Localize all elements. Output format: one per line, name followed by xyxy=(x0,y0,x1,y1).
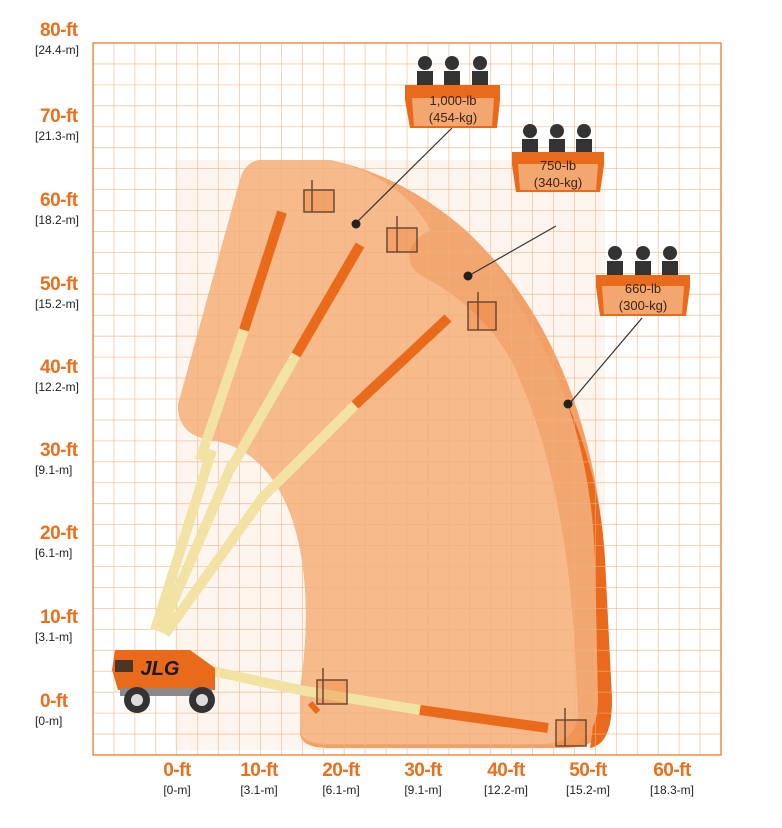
capacity-label-3: 660-lb (300-kg) xyxy=(603,280,683,314)
x-tick-ft: 10-ft xyxy=(240,760,278,781)
capacity-lb: 1,000-lb xyxy=(429,93,477,108)
riser-arm-3 xyxy=(160,491,270,637)
leader-line-1 xyxy=(356,127,453,223)
boom-group xyxy=(150,210,549,733)
chassis-base xyxy=(120,688,212,696)
platform-basket-5 xyxy=(555,708,587,747)
y-tick-ft: 40-ft xyxy=(40,357,78,378)
chassis-window xyxy=(115,660,133,672)
capacity-kg: (454-kg) xyxy=(428,110,478,125)
x-tick-m: [0-m] xyxy=(163,783,191,797)
y-tick-ft: 0-ft xyxy=(40,691,68,712)
y-tick-m: [3.1-m] xyxy=(35,630,73,644)
capacity-label-2: 750-lb (340-kg) xyxy=(518,157,598,191)
brand-logo: JLG xyxy=(141,658,180,680)
capacity-callout-750lb xyxy=(512,124,604,192)
x-tick-m: [9.1-m] xyxy=(404,783,442,797)
x-tick-ft: 30-ft xyxy=(404,760,442,781)
y-tick-m: [18.2-m] xyxy=(35,213,80,227)
x-tick-m: [12.2-m] xyxy=(483,783,528,797)
y-tick-m: [9.1-m] xyxy=(35,463,73,477)
x-tick-ft: 0-ft xyxy=(163,760,191,781)
boom-3-lower xyxy=(256,401,359,504)
riser-arm-1 xyxy=(150,448,217,632)
x-tick-m: [18.3-m] xyxy=(649,783,694,797)
capacity-callout-1000lb xyxy=(405,56,500,128)
boom-2-upper xyxy=(291,242,365,358)
riser-arm-2 xyxy=(155,460,238,634)
boom-1-upper xyxy=(239,210,287,332)
y-tick-m: [15.2-m] xyxy=(35,297,80,311)
envelope-1000lb-zone xyxy=(178,160,578,744)
y-tick-ft: 50-ft xyxy=(40,274,78,295)
boom-4-upper xyxy=(419,705,549,733)
lift-chassis: JLG xyxy=(112,650,215,713)
x-tick-ft: 50-ft xyxy=(569,760,607,781)
y-tick-ft: 10-ft xyxy=(40,607,78,628)
grid-lines xyxy=(93,43,721,755)
worker-icons xyxy=(417,56,488,85)
boom-1-lower xyxy=(195,328,249,462)
capacity-kg: (300-kg) xyxy=(618,298,668,313)
platform-basket-2 xyxy=(386,216,418,253)
platform-basket-1 xyxy=(303,180,335,213)
x-tick-ft: 40-ft xyxy=(487,760,525,781)
leader-line-2 xyxy=(469,225,557,276)
y-tick-ft: 60-ft xyxy=(40,190,78,211)
leader-dot-1 xyxy=(351,219,361,229)
x-tick-m: [3.1-m] xyxy=(240,783,278,797)
leader-dot-2 xyxy=(463,271,473,281)
y-tick-ft: 20-ft xyxy=(40,523,78,544)
y-tick-m: [24.4-m] xyxy=(35,43,80,57)
y-tick-ft: 80-ft xyxy=(40,20,78,41)
boom-2-lower xyxy=(225,352,301,473)
x-tick-ft: 60-ft xyxy=(653,760,691,781)
capacity-kg: (340-kg) xyxy=(533,175,583,190)
capacity-callout-660lb xyxy=(596,246,690,316)
y-tick-m: [21.3-m] xyxy=(35,129,80,143)
platform-basket-4 xyxy=(316,668,348,705)
y-tick-ft: 70-ft xyxy=(40,106,78,127)
boom-4-jib xyxy=(307,701,321,714)
capacity-lb: 660-lb xyxy=(624,281,662,296)
platform-basket-3 xyxy=(467,292,497,331)
capacity-label-1: 1,000-lb (454-kg) xyxy=(413,92,493,126)
y-tick-m: [6.1-m] xyxy=(35,546,73,560)
leader-line-3 xyxy=(569,317,643,404)
x-tick-ft: 20-ft xyxy=(322,760,360,781)
chart-frame xyxy=(92,42,722,756)
y-tick-ft: 30-ft xyxy=(40,440,78,461)
x-tick-m: [6.1-m] xyxy=(322,783,360,797)
chassis-body xyxy=(112,650,215,690)
boom-3-upper xyxy=(351,314,452,409)
capacity-lb: 750-lb xyxy=(539,158,577,173)
y-tick-m: [0-m] xyxy=(35,714,63,728)
x-tick-m: [15.2-m] xyxy=(565,783,610,797)
boom-4-mid xyxy=(299,685,421,715)
worker-icons xyxy=(522,124,592,152)
leader-dot-3 xyxy=(563,399,573,409)
y-tick-m: [12.2-m] xyxy=(35,380,80,394)
worker-icons xyxy=(607,246,678,275)
